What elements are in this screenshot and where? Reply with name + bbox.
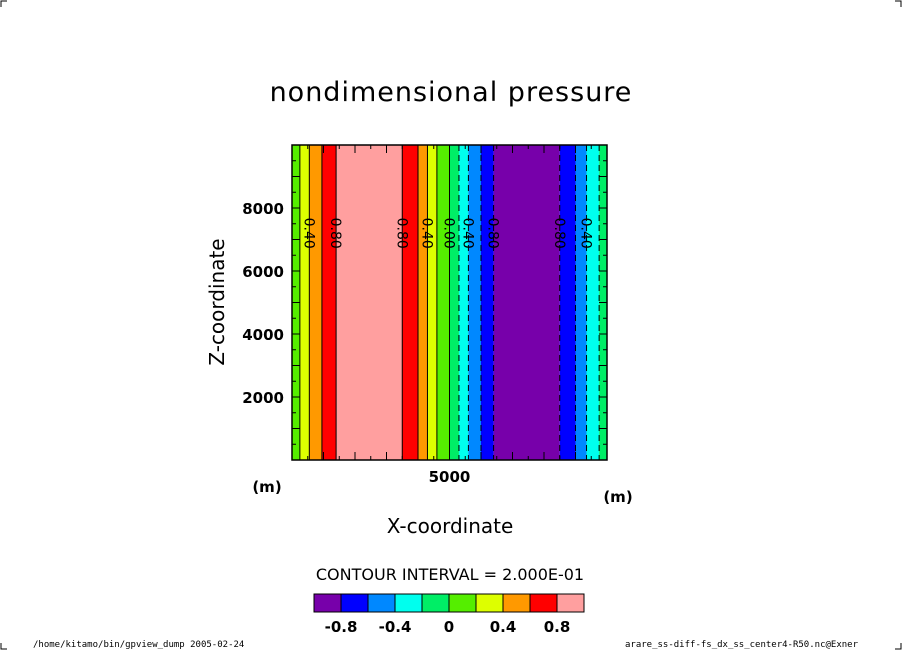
contour-band <box>427 145 437 460</box>
colorbar-swatch <box>313 593 342 613</box>
y-tick-label: 4000 <box>242 326 284 344</box>
contour-label: 0.00 <box>441 218 457 249</box>
y-tick-label: 6000 <box>242 263 284 281</box>
contour-band <box>309 145 322 460</box>
svg-text:0.80: 0.80 <box>551 218 567 249</box>
contour-band <box>402 145 418 460</box>
contour-band <box>493 145 560 460</box>
footer-right: arare_ss-diff-fs_dx_ss_center4-R50.nc@Ex… <box>625 640 859 650</box>
svg-text:0.40: 0.40 <box>418 218 434 249</box>
colorbar-tick-label: 0 <box>444 618 454 636</box>
svg-text:0.00: 0.00 <box>441 218 457 249</box>
colorbar: -0.8 -0.4 0 0.4 0.8 <box>313 593 585 636</box>
x-axis-label: X-coordinate <box>387 514 514 538</box>
svg-text:0.80: 0.80 <box>485 218 501 249</box>
contour-band <box>468 145 481 460</box>
contour-label: 0.80 <box>551 218 567 249</box>
colorbar-tick-label: -0.4 <box>379 618 412 636</box>
svg-text:0.40: 0.40 <box>578 218 594 249</box>
y-unit-label: (m) <box>252 478 281 496</box>
colorbar-swatch <box>394 593 423 613</box>
colorbar-tick-label: -0.8 <box>325 618 358 636</box>
contour-band <box>418 145 428 460</box>
contour-band <box>436 145 450 460</box>
contour-band <box>458 145 469 460</box>
colorbar-swatch <box>529 593 558 613</box>
colorbar-swatch <box>556 593 585 613</box>
svg-text:0.40: 0.40 <box>300 218 316 249</box>
contour-label: 0.80 <box>485 218 501 249</box>
contour-band <box>575 145 587 460</box>
y-tick-label: 2000 <box>242 389 284 407</box>
contour-label: 0.80 <box>327 218 343 249</box>
y-axis-label: Z-coordinate <box>205 238 229 365</box>
footer-left: /home/kitamo/bin/gpview_dump 2005-02-24 <box>33 640 244 650</box>
contour-band <box>449 145 459 460</box>
contour-band <box>481 145 494 460</box>
contour-band <box>299 145 310 460</box>
contour-band <box>586 145 600 460</box>
svg-text:0.80: 0.80 <box>327 218 343 249</box>
colorbar-swatch <box>448 593 477 613</box>
contour-label: 0.40 <box>418 218 434 249</box>
colorbar-swatch <box>421 593 450 613</box>
plot-area: 0.40 0.80 0.80 0.40 0.00 0.40 0.80 0.80 0.402000… <box>242 144 608 486</box>
y-tick-label: 8000 <box>242 200 284 218</box>
contour-label: 0.40 <box>459 218 475 249</box>
x-unit-label: (m) <box>603 488 632 506</box>
contour-label: 0.80 <box>393 218 409 249</box>
colorbar-tick-label: 0.4 <box>490 618 517 636</box>
chart-title: nondimensional pressure <box>270 77 633 108</box>
colorbar-swatch <box>502 593 531 613</box>
contour-band <box>321 145 337 460</box>
svg-text:0.40: 0.40 <box>459 218 475 249</box>
contour-band <box>336 145 403 460</box>
contour-label: 0.40 <box>578 218 594 249</box>
contour-band <box>559 145 576 460</box>
colorbar-swatch <box>340 593 369 613</box>
contour-interval-text: CONTOUR INTERVAL = 2.000E-01 <box>316 565 584 584</box>
colorbar-tick-label: 0.8 <box>544 618 571 636</box>
colorbar-swatch <box>475 593 504 613</box>
colorbar-swatch <box>367 593 396 613</box>
x-tick-label: 5000 <box>429 468 471 486</box>
svg-text:0.80: 0.80 <box>393 218 409 249</box>
contour-label: 0.40 <box>300 218 316 249</box>
